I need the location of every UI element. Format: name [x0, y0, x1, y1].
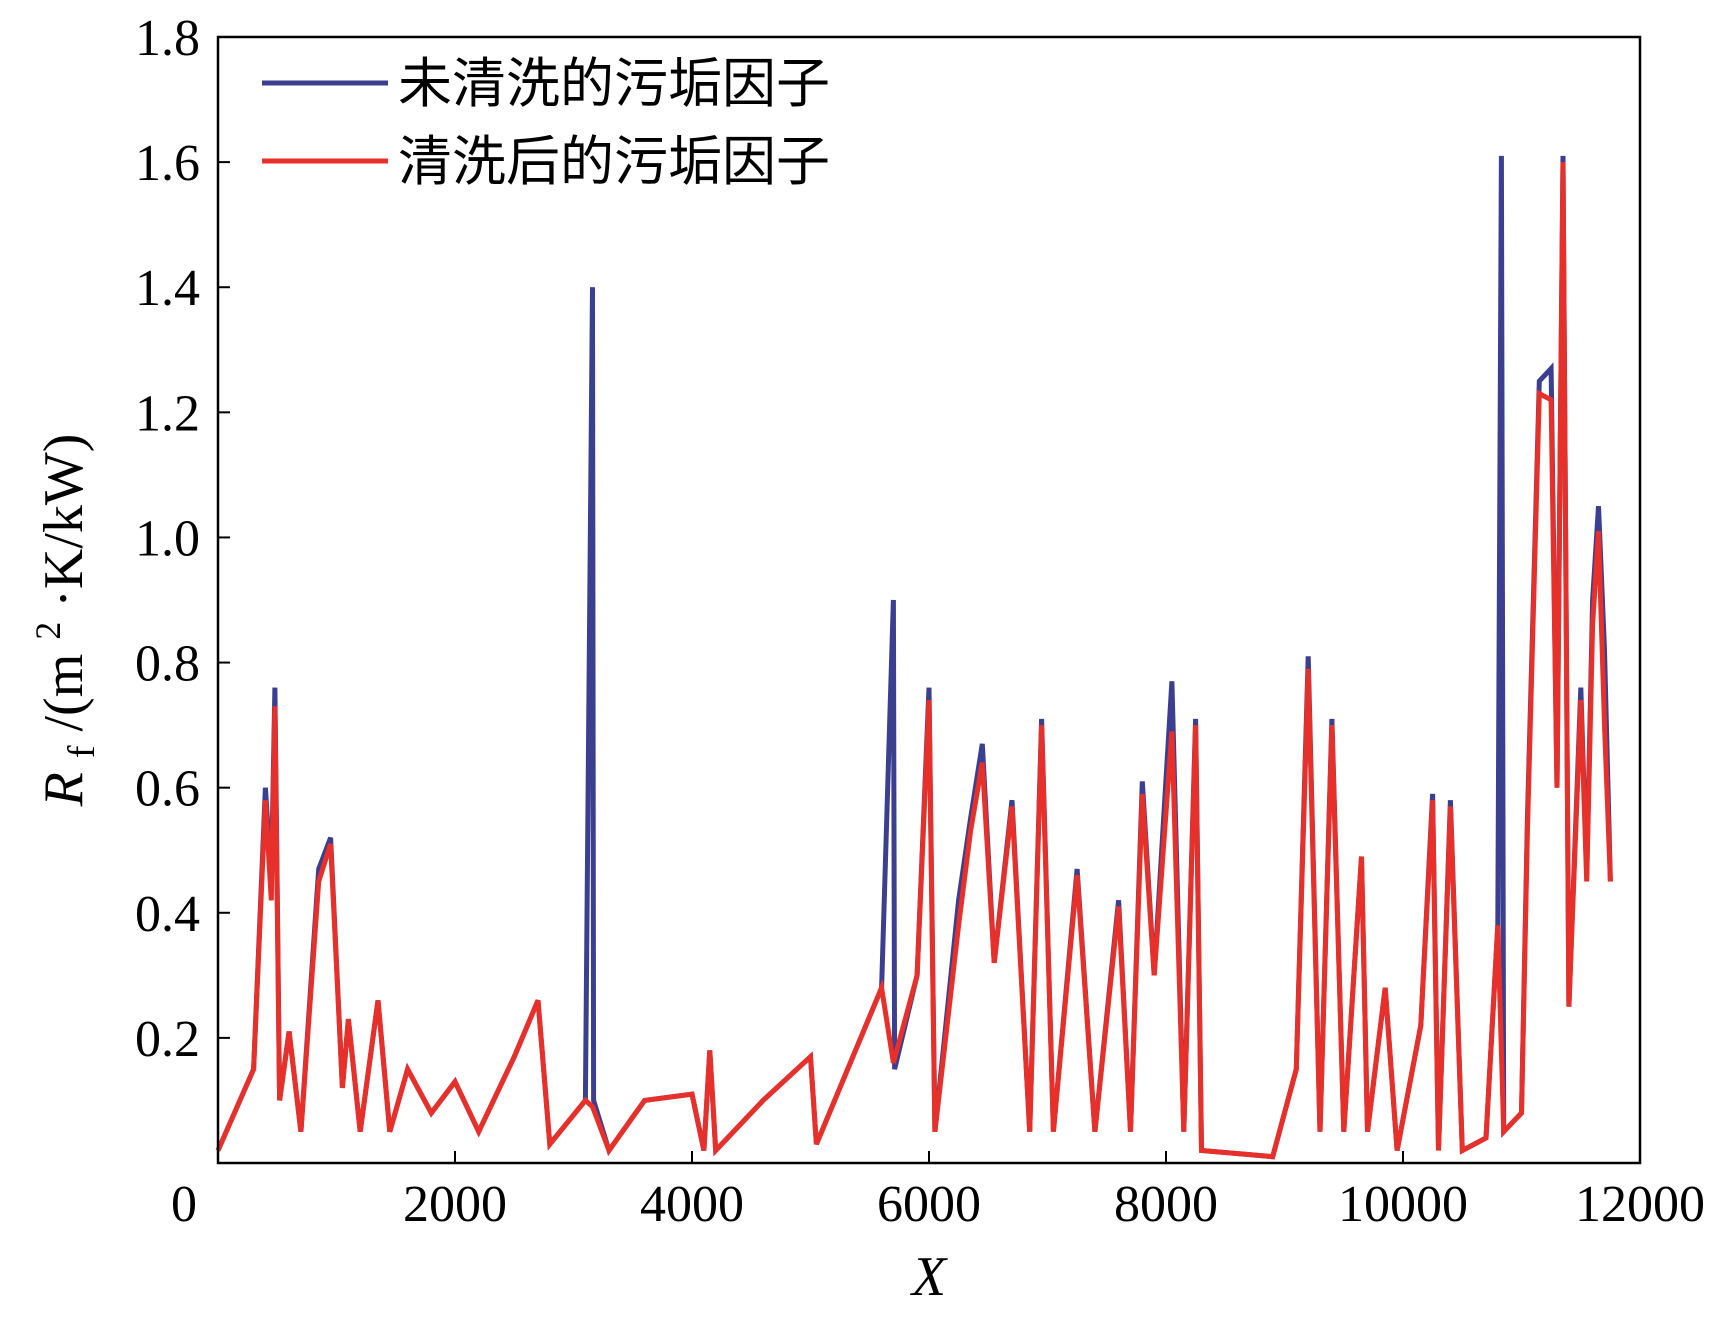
x-tick-label: 12000 [1575, 1176, 1705, 1233]
series-line-cleaned [215, 162, 1613, 1160]
legend-label-cleaned: 清洗后的污垢因子 [398, 130, 830, 193]
y-axis-title-units-tail: ·K/kW) [33, 434, 95, 608]
series-layer [215, 155, 1613, 1160]
y-tick-label: 0.6 [135, 761, 200, 818]
x-tick-label: 8000 [1114, 1176, 1218, 1233]
y-tick-label: 1.6 [135, 135, 200, 192]
y-axis-title: R f /(m 2 ·K/kW) [11, 434, 107, 808]
y-tick-label: 1.4 [135, 260, 200, 317]
x-tick-label: 10000 [1338, 1176, 1468, 1233]
y-tick-label: 0.4 [135, 886, 200, 943]
legend: 未清洗的污垢因子 清洗后的污垢因子 [262, 52, 830, 193]
x-axis: 0 2000 4000 6000 8000 10000 12000 [171, 1151, 1705, 1233]
y-axis-title-subscript: f [61, 745, 103, 758]
x-axis-title: X [910, 1246, 949, 1308]
x-tick-label: 4000 [640, 1176, 744, 1233]
y-axis: 0.2 0.4 0.6 0.8 1.0 1.2 1.4 1.6 1.8 [135, 10, 230, 1068]
x-tick-label: 2000 [403, 1176, 507, 1233]
x-tick-label: 0 [171, 1176, 197, 1233]
x-tick-label: 6000 [877, 1176, 981, 1233]
y-axis-title-superscript: 2 [28, 622, 68, 640]
y-axis-title-units: /(m [33, 654, 95, 732]
y-tick-label: 1.0 [135, 510, 200, 567]
plot-frame [216, 35, 1642, 1165]
y-tick-label: 0.2 [135, 1011, 200, 1068]
y-tick-label: 0.8 [135, 636, 200, 693]
y-tick-label: 1.2 [135, 385, 200, 442]
y-axis-title-symbol: R [33, 772, 95, 807]
legend-label-uncleaned: 未清洗的污垢因子 [398, 52, 830, 115]
y-tick-label: 1.8 [135, 10, 200, 67]
series-line-uncleaned [215, 155, 1613, 1160]
